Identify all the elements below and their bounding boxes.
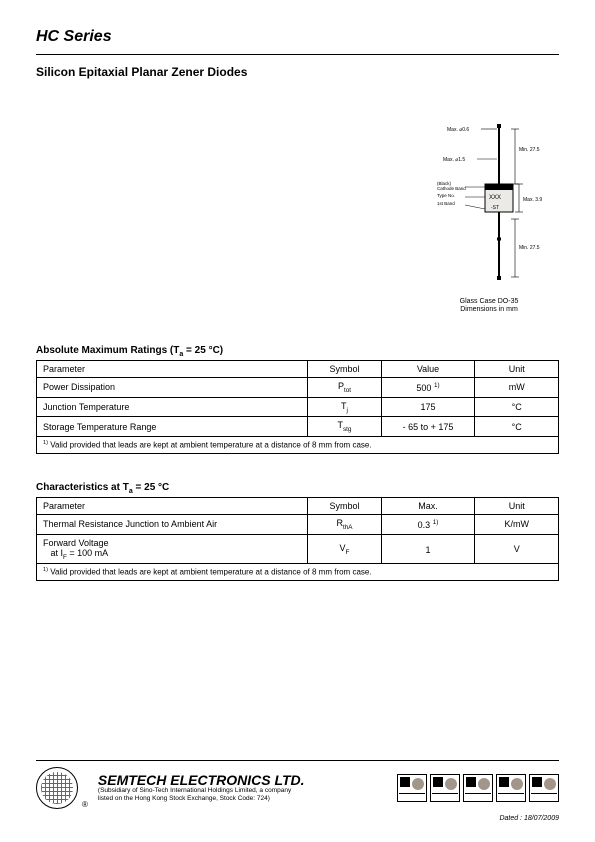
cell-symbol: Ptot bbox=[308, 377, 381, 397]
cell-value: 500 1) bbox=[381, 377, 475, 397]
body-type-xxx: XXX bbox=[489, 195, 501, 201]
cert-badge bbox=[529, 774, 559, 802]
cell-unit: mW bbox=[475, 377, 559, 397]
table-row: Thermal Resistance Junction to Ambient A… bbox=[37, 514, 559, 534]
cert-badge bbox=[430, 774, 460, 802]
lbl-1stband: 1st Band bbox=[437, 201, 455, 206]
cell-value: 1 bbox=[381, 534, 475, 564]
col-value: Value bbox=[381, 360, 475, 377]
table1-title: Absolute Maximum Ratings (Ta = 25 °C) bbox=[36, 345, 559, 358]
lbl-typeno: Type No. bbox=[437, 193, 455, 198]
table-row: Power Dissipation Ptot 500 1) mW bbox=[37, 377, 559, 397]
cell-value: 175 bbox=[381, 397, 475, 417]
dim-body-len: Max. 3.9 bbox=[523, 197, 542, 203]
table-row: Forward Voltage at IF = 100 mA VF 1 V bbox=[37, 534, 559, 564]
col-parameter: Parameter bbox=[37, 497, 308, 514]
dim-lead-len-bot: Min. 27.5 bbox=[519, 245, 540, 251]
page-subtitle: Silicon Epitaxial Planar Zener Diodes bbox=[36, 65, 559, 79]
cell-unit: V bbox=[475, 534, 559, 564]
col-parameter: Parameter bbox=[37, 360, 308, 377]
table2-title-tail: = 25 °C bbox=[133, 482, 170, 493]
table-row: Junction Temperature Tj 175 °C bbox=[37, 397, 559, 417]
cell-symbol: RthA bbox=[308, 514, 381, 534]
col-unit: Unit bbox=[475, 497, 559, 514]
dim-lead-dia: Max. ⌀1.5 bbox=[443, 157, 465, 163]
cell-param: Junction Temperature bbox=[37, 397, 308, 417]
cell-param: Thermal Resistance Junction to Ambient A… bbox=[37, 514, 308, 534]
table-footnote-row: 1) Valid provided that leads are kept at… bbox=[37, 564, 559, 581]
cell-symbol: VF bbox=[308, 534, 381, 564]
table2-title-text: Characteristics at T bbox=[36, 482, 129, 493]
package-diagram-area: Max. ⌀0.6 Max. ⌀1.5 Min. 27.5 XXX -ST (B… bbox=[36, 119, 559, 315]
do35-outline-svg: Max. ⌀0.6 Max. ⌀1.5 Min. 27.5 XXX -ST (B… bbox=[419, 119, 559, 289]
footer-date: Dated : 18/07/2009 bbox=[36, 815, 559, 822]
table-header-row: Parameter Symbol Max. Unit bbox=[37, 497, 559, 514]
cell-unit: °C bbox=[475, 397, 559, 417]
cert-badge bbox=[463, 774, 493, 802]
table1-title-text: Absolute Maximum Ratings (T bbox=[36, 345, 179, 356]
company-sub1: (Subsidiary of Sino-Tech International H… bbox=[98, 787, 389, 795]
cell-value: - 65 to + 175 bbox=[381, 417, 475, 437]
company-block: SEMTECH ELECTRONICS LTD. (Subsidiary of … bbox=[98, 773, 389, 803]
company-logo bbox=[36, 767, 78, 809]
diagram-caption-line2: Dimensions in mm bbox=[460, 306, 518, 313]
table-footnote-row: 1) Valid provided that leads are kept at… bbox=[37, 437, 559, 454]
cell-value: 0.3 1) bbox=[381, 514, 475, 534]
cell-symbol: Tj bbox=[308, 397, 381, 417]
diagram-caption: Glass Case DO-35 Dimensions in mm bbox=[419, 298, 559, 315]
table-header-row: Parameter Symbol Value Unit bbox=[37, 360, 559, 377]
package-diagram: Max. ⌀0.6 Max. ⌀1.5 Min. 27.5 XXX -ST (B… bbox=[419, 119, 559, 315]
footer-row: ® SEMTECH ELECTRONICS LTD. (Subsidiary o… bbox=[36, 767, 559, 809]
col-symbol: Symbol bbox=[308, 360, 381, 377]
company-sub2: listed on the Hong Kong Stock Exchange, … bbox=[98, 795, 389, 803]
cell-symbol: Tstg bbox=[308, 417, 381, 437]
col-max: Max. bbox=[381, 497, 475, 514]
col-unit: Unit bbox=[475, 360, 559, 377]
dim-lead-len-top: Min. 27.5 bbox=[519, 147, 540, 153]
table2-title: Characteristics at Ta = 25 °C bbox=[36, 482, 559, 495]
table2-footnote: 1) Valid provided that leads are kept at… bbox=[37, 564, 559, 581]
series-title: HC Series bbox=[36, 28, 559, 46]
cell-param: Storage Temperature Range bbox=[37, 417, 308, 437]
header-rule bbox=[36, 54, 559, 55]
table-row: Storage Temperature Range Tstg - 65 to +… bbox=[37, 417, 559, 437]
registered-mark: ® bbox=[82, 800, 88, 809]
cert-badge bbox=[397, 774, 427, 802]
dim-top-dia: Max. ⌀0.6 bbox=[447, 127, 469, 133]
col-symbol: Symbol bbox=[308, 497, 381, 514]
characteristics-table: Parameter Symbol Max. Unit Thermal Resis… bbox=[36, 497, 559, 581]
lbl-cathode: Cathode Band bbox=[437, 186, 466, 191]
table1-footnote: 1) Valid provided that leads are kept at… bbox=[37, 437, 559, 454]
cert-badges bbox=[397, 774, 559, 802]
cell-param: Forward Voltage at IF = 100 mA bbox=[37, 534, 308, 564]
cert-badge bbox=[496, 774, 526, 802]
cell-unit: °C bbox=[475, 417, 559, 437]
page-footer: ® SEMTECH ELECTRONICS LTD. (Subsidiary o… bbox=[36, 760, 559, 822]
table1-title-tail: = 25 °C) bbox=[183, 345, 223, 356]
cell-unit: K/mW bbox=[475, 514, 559, 534]
diagram-caption-line1: Glass Case DO-35 bbox=[460, 298, 519, 305]
company-name: SEMTECH ELECTRONICS LTD. bbox=[98, 773, 389, 787]
body-type-st: -ST bbox=[491, 205, 499, 211]
cell-param: Power Dissipation bbox=[37, 377, 308, 397]
footer-rule bbox=[36, 760, 559, 761]
abs-max-ratings-table: Parameter Symbol Value Unit Power Dissip… bbox=[36, 360, 559, 454]
